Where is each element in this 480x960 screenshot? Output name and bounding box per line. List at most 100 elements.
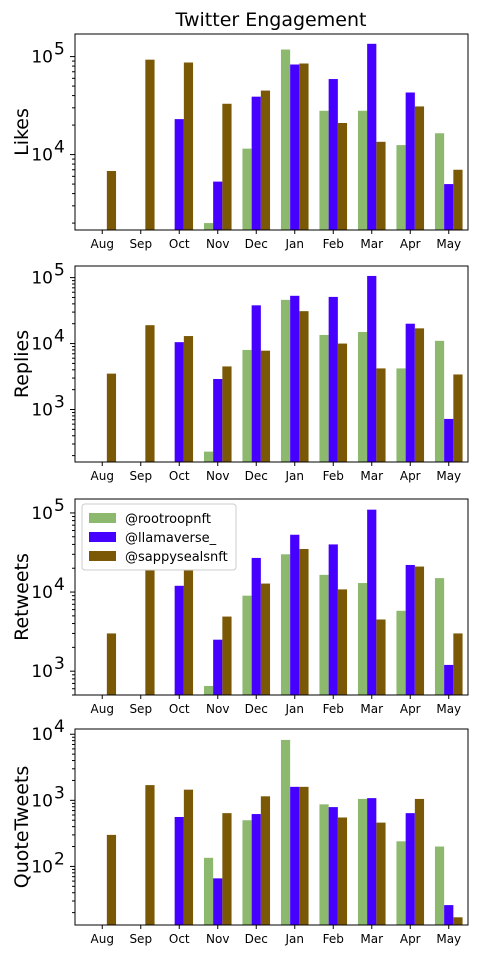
legend-swatch xyxy=(89,551,116,561)
bar-sappysealsnft-jan xyxy=(299,786,309,925)
x-tick-label: Mar xyxy=(360,469,383,483)
bar-sappysealsnft-jan xyxy=(299,311,309,462)
bar-sappysealsnft-mar xyxy=(376,822,386,925)
bar-llamaverse_-may xyxy=(444,184,454,230)
bar-sappysealsnft-aug xyxy=(106,633,117,695)
bar-llamaverse_-nov xyxy=(213,379,223,462)
bar-rootroopnft-feb xyxy=(319,574,329,695)
bar-rootroopnft-feb xyxy=(319,334,329,462)
bar-sappysealsnft-may xyxy=(453,374,463,462)
bar-llamaverse_-feb xyxy=(328,296,338,462)
x-tick-label: Feb xyxy=(323,702,344,716)
bar-sappysealsnft-feb xyxy=(337,589,348,695)
y-axis-label: Retweets xyxy=(11,553,33,641)
bar-sappysealsnft-feb xyxy=(337,817,348,925)
x-tick-label: Dec xyxy=(245,702,268,716)
x-tick-label: May xyxy=(436,469,461,483)
bar-rootroopnft-apr xyxy=(396,145,406,230)
bar-sappysealsnft-dec xyxy=(260,796,271,925)
bar-sappysealsnft-sep xyxy=(145,325,155,462)
bar-sappysealsnft-apr xyxy=(414,106,425,230)
bar-llamaverse_-jan xyxy=(290,64,300,230)
bar-sappysealsnft-feb xyxy=(337,123,348,230)
x-tick-label: May xyxy=(436,237,461,251)
bar-sappysealsnft-nov xyxy=(222,366,232,462)
bar-sappysealsnft-oct xyxy=(183,336,194,462)
y-tick-label: 10 xyxy=(31,335,53,355)
y-tick-exponent: 4 xyxy=(54,575,65,595)
plot-frame xyxy=(74,728,469,926)
bar-llamaverse_-may xyxy=(444,905,454,925)
y-tick-exponent: 5 xyxy=(54,261,65,281)
x-tick-label: Aug xyxy=(91,932,114,946)
bar-rootroopnft-may xyxy=(434,846,445,925)
bar-rootroopnft-nov xyxy=(203,685,214,695)
bar-sappysealsnft-may xyxy=(453,633,463,695)
bar-llamaverse_-dec xyxy=(251,557,261,695)
bar-rootroopnft-mar xyxy=(357,110,368,230)
bar-sappysealsnft-sep xyxy=(145,568,155,695)
x-tick-label: Dec xyxy=(245,932,268,946)
bar-llamaverse_-may xyxy=(444,418,454,462)
bar-sappysealsnft-mar xyxy=(376,619,386,695)
bar-sappysealsnft-apr xyxy=(414,328,425,462)
x-tick-label: Feb xyxy=(323,237,344,251)
bar-llamaverse_-may xyxy=(444,664,454,695)
bar-sappysealsnft-aug xyxy=(106,834,117,925)
bar-llamaverse_-oct xyxy=(174,585,184,695)
bar-llamaverse_-jan xyxy=(290,295,300,462)
x-tick-label: Apr xyxy=(400,702,421,716)
bar-rootroopnft-mar xyxy=(357,798,368,925)
bar-rootroopnft-dec xyxy=(242,349,252,462)
legend-entry-label: @rootroopnft xyxy=(125,512,211,527)
bar-llamaverse_-apr xyxy=(405,92,415,230)
bar-llamaverse_-oct xyxy=(174,816,184,925)
bar-rootroopnft-may xyxy=(434,340,445,462)
legend-swatch xyxy=(89,532,116,542)
bar-rootroopnft-nov xyxy=(203,857,214,925)
x-tick-label: Oct xyxy=(169,237,190,251)
plot-frame xyxy=(74,498,469,696)
legend-entry-label: @sappysealsnft xyxy=(125,550,228,565)
bar-sappysealsnft-apr xyxy=(414,798,425,925)
bar-rootroopnft-jan xyxy=(280,299,291,462)
bar-rootroopnft-nov xyxy=(203,223,214,230)
bar-sappysealsnft-feb xyxy=(337,343,348,462)
x-tick-label: Feb xyxy=(323,469,344,483)
y-tick-label: 10 xyxy=(31,857,53,877)
bar-sappysealsnft-aug xyxy=(106,171,117,230)
bar-llamaverse_-oct xyxy=(174,119,184,230)
bar-rootroopnft-mar xyxy=(357,331,368,462)
x-tick-label: Oct xyxy=(169,932,190,946)
bar-sappysealsnft-nov xyxy=(222,103,232,230)
x-tick-label: Jan xyxy=(285,469,305,483)
y-tick-label: 10 xyxy=(31,504,53,524)
x-tick-label: Sep xyxy=(129,702,152,716)
legend-entry-label: @llamaverse_ xyxy=(125,531,217,546)
bar-rootroopnft-feb xyxy=(319,110,329,230)
y-axis-label: Likes xyxy=(11,108,33,156)
x-tick-label: May xyxy=(436,932,461,946)
legend-swatch xyxy=(89,513,116,523)
bar-rootroopnft-feb xyxy=(319,804,329,925)
x-tick-label: Nov xyxy=(206,932,229,946)
x-tick-label: Oct xyxy=(169,702,190,716)
y-tick-exponent: 4 xyxy=(54,138,65,158)
y-tick-exponent: 4 xyxy=(54,327,65,347)
x-tick-label: Sep xyxy=(129,237,152,251)
bar-rootroopnft-mar xyxy=(357,583,368,695)
y-tick-label: 10 xyxy=(31,146,53,166)
bar-llamaverse_-dec xyxy=(251,96,261,230)
y-tick-label: 10 xyxy=(31,48,53,68)
bar-sappysealsnft-oct xyxy=(183,789,194,925)
bar-rootroopnft-jan xyxy=(280,739,291,925)
x-tick-label: Dec xyxy=(245,237,268,251)
bar-rootroopnft-dec xyxy=(242,148,252,230)
x-tick-label: Aug xyxy=(91,702,114,716)
y-tick-label: 10 xyxy=(31,791,53,811)
bar-llamaverse_-mar xyxy=(367,43,377,231)
y-tick-exponent: 5 xyxy=(54,496,65,516)
